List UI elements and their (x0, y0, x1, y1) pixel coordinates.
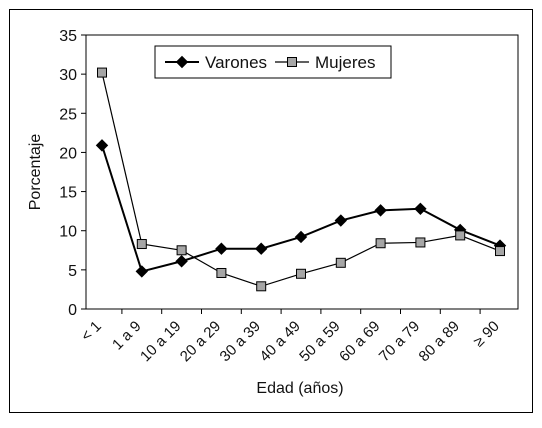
y-tick-label: 15 (59, 185, 77, 202)
y-tick-label: 20 (59, 145, 77, 162)
data-point-varones (414, 202, 427, 216)
x-axis-title: Edad (años) (256, 380, 343, 397)
data-point-mujeres (176, 245, 187, 256)
data-point-mujeres (375, 238, 386, 249)
y-tick-label: 25 (59, 106, 77, 123)
data-point-mujeres (415, 237, 426, 248)
data-point-varones (374, 204, 387, 217)
data-point-mujeres (455, 230, 466, 241)
data-point-varones (215, 242, 228, 255)
y-tick-label: 35 (59, 28, 77, 45)
series-group (95, 67, 507, 292)
data-point-varones (95, 139, 109, 152)
legend-marker-varones (175, 55, 189, 69)
data-point-varones (294, 230, 308, 244)
y-tick-label: 10 (59, 224, 77, 241)
data-point-varones (254, 242, 268, 255)
data-point-varones (175, 255, 188, 268)
y-axis-title: Porcentaje (27, 134, 44, 211)
data-point-mujeres (335, 257, 346, 268)
y-tick-label: 0 (68, 302, 77, 319)
legend-marker-mujeres (287, 57, 297, 67)
data-point-mujeres (216, 267, 227, 278)
data-point-mujeres (97, 67, 107, 78)
data-point-varones (135, 265, 149, 278)
y-tick-label: 30 (59, 67, 77, 84)
plot-area (85, 34, 519, 310)
data-point-mujeres (256, 281, 267, 292)
data-point-mujeres (296, 268, 306, 279)
y-axis: 0 5 10 15 20 25 30 35 (59, 28, 86, 319)
legend: Varones Mujeres (154, 45, 392, 79)
legend-label-mujeres: Mujeres (315, 53, 375, 72)
legend-label-varones: Varones (205, 53, 267, 72)
data-point-mujeres (136, 239, 147, 250)
data-point-mujeres (495, 246, 505, 257)
data-point-varones (334, 214, 348, 227)
y-tick-label: 5 (68, 263, 77, 280)
